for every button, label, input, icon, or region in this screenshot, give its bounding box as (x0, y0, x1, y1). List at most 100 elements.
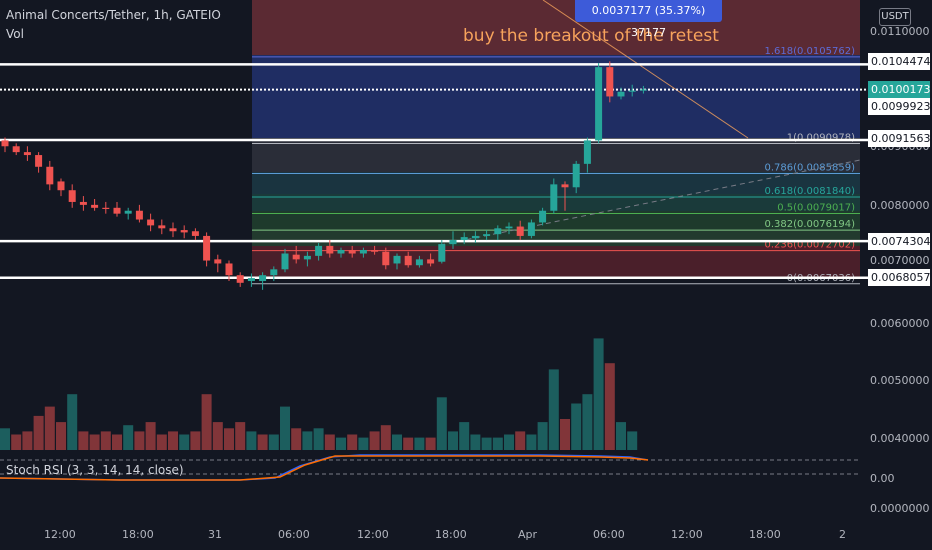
fib-level-label: 1.618(0.0105762) (764, 46, 855, 57)
candle-body (1, 140, 9, 147)
volume-bar (123, 425, 134, 450)
candle-body (393, 255, 401, 264)
y-tick: 0.0070000 (870, 254, 930, 267)
volume-bar (369, 431, 380, 450)
volume-bar (201, 394, 212, 450)
volume-bar (425, 437, 436, 450)
candle-body (68, 190, 76, 202)
volume-bar (78, 431, 89, 450)
candle-body (471, 235, 479, 239)
candle-body (337, 249, 345, 254)
volume-bar (526, 434, 537, 450)
volume-bar (302, 431, 313, 450)
stoch-rsi-label: Stoch RSI (3, 3, 14, 14, close) (6, 463, 184, 477)
candle-body (572, 163, 580, 188)
volume-bar (145, 422, 156, 450)
volume-bar (168, 431, 178, 450)
x-tick: 12:00 (44, 528, 76, 541)
candle-body (158, 225, 166, 229)
candle-body (371, 249, 379, 252)
volume-bar (112, 434, 122, 450)
candle-body (214, 259, 222, 264)
fib-lines: 1.618(0.0105762) 1(0.0090978) 0.786(0.0085… (252, 46, 860, 285)
volume-bar (291, 428, 302, 450)
volume-bar (392, 434, 402, 450)
measure-tooltip: 0.0037177 (35.37%) 37177 (575, 0, 722, 39)
candles (1, 61, 647, 290)
chart-annotation: buy the breakout of the retest (463, 26, 719, 46)
x-tick: 18:00 (435, 528, 467, 541)
candle-body (225, 263, 233, 276)
volume-bar (235, 422, 246, 450)
candle-body (169, 228, 177, 232)
candle-body (539, 210, 547, 223)
stoch-rsi-panel (0, 454, 860, 481)
candle-body (12, 146, 20, 153)
volume-bar (134, 431, 145, 450)
candle-body (595, 67, 603, 141)
volume-bars (0, 338, 638, 450)
candle-body (449, 240, 457, 245)
candle-body (23, 152, 31, 156)
price-label: 0.0104474 (868, 53, 931, 70)
candle-body (583, 140, 591, 164)
volume-bar (313, 428, 324, 450)
candle-body (259, 275, 267, 282)
horizontal-levels (0, 63, 868, 280)
volume-bar (537, 422, 548, 450)
candle-body (359, 249, 367, 254)
volume-bar (22, 431, 33, 450)
candle-body (561, 184, 569, 188)
volume-bar (481, 437, 492, 450)
candle-body (483, 234, 491, 236)
volume-bar (212, 422, 223, 450)
volume-bar (100, 431, 111, 450)
candle-body (57, 181, 65, 191)
candle-body (102, 207, 110, 209)
volume-bar (627, 431, 638, 450)
volume-bar (492, 437, 503, 450)
trend-lines (439, 0, 861, 246)
price-label: 0.0074304 (868, 233, 931, 250)
volume-bar (616, 422, 626, 450)
x-tick: 31 (208, 528, 222, 541)
y-tick: 0.0040000 (870, 432, 930, 445)
candle-body (281, 253, 289, 270)
candle-body (180, 230, 188, 233)
candle-body (236, 275, 244, 283)
candle-body (46, 166, 54, 185)
candle-body (628, 90, 636, 92)
fib-zones (252, 0, 860, 278)
fib-level-label: 0.382(0.0076194) (764, 219, 855, 230)
volume-bar (89, 434, 100, 450)
y-tick: 0.0060000 (870, 317, 930, 330)
candle-body (91, 204, 99, 208)
volume-bar (448, 431, 458, 450)
symbol-title: Animal Concerts/Tether, 1h, GATEIO (6, 8, 221, 22)
y-tick: 0.0080000 (870, 199, 930, 212)
candle-body (303, 255, 311, 260)
volume-bar (582, 394, 593, 450)
volume-bar (280, 406, 290, 450)
volume-bar (571, 403, 582, 450)
volume-bar (257, 434, 268, 450)
candle-body (124, 210, 132, 214)
candle-body (639, 89, 647, 91)
candle-body (191, 231, 199, 236)
candle-body (79, 201, 87, 205)
volume-bar (548, 369, 559, 450)
volume-bar (336, 437, 346, 450)
volume-bar (0, 428, 10, 450)
volume-bar (268, 434, 279, 450)
candle-body (348, 249, 356, 254)
fib-level-label: 0.618(0.0081840) (764, 186, 855, 197)
currency-button[interactable]: USDT (879, 8, 911, 26)
volume-bar (33, 415, 44, 450)
candle-body (438, 244, 446, 262)
volume-bar (414, 437, 425, 450)
candle-body (427, 259, 435, 264)
x-tick: 12:00 (357, 528, 389, 541)
volume-bar (593, 338, 604, 450)
candle-body (147, 219, 155, 226)
